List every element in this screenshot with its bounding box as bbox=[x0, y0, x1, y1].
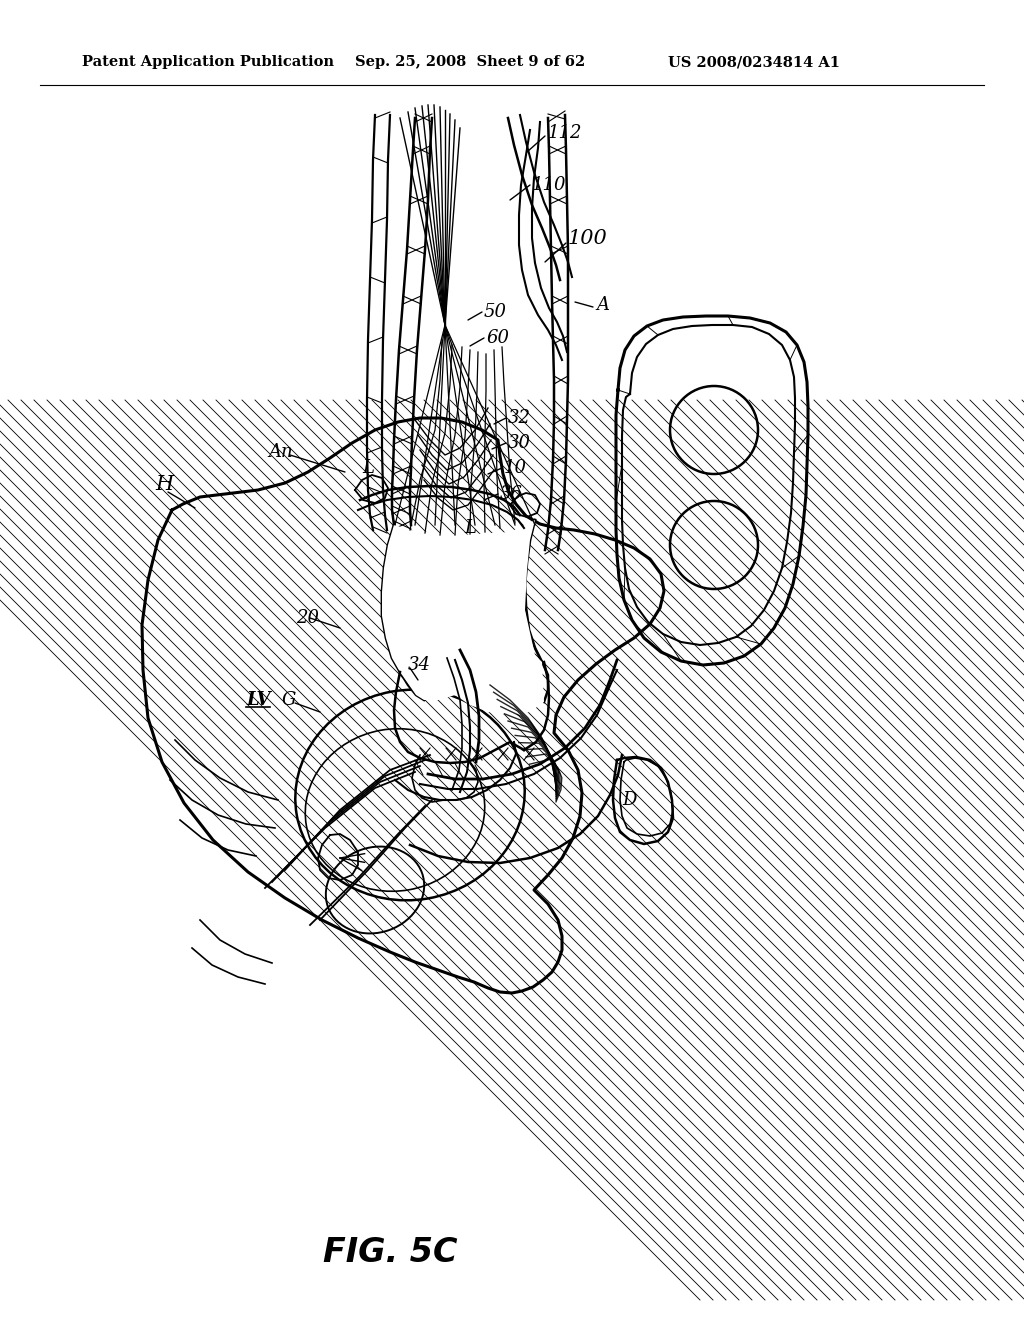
Text: US 2008/0234814 A1: US 2008/0234814 A1 bbox=[668, 55, 840, 69]
Text: An: An bbox=[268, 444, 293, 461]
Text: LV: LV bbox=[246, 690, 270, 709]
Text: 36: 36 bbox=[500, 484, 523, 503]
Text: L: L bbox=[362, 459, 374, 477]
Polygon shape bbox=[382, 520, 544, 715]
Text: L: L bbox=[464, 519, 476, 537]
Text: Patent Application Publication: Patent Application Publication bbox=[82, 55, 334, 69]
Text: H: H bbox=[155, 475, 173, 495]
Text: 60: 60 bbox=[486, 329, 509, 347]
Text: Sep. 25, 2008  Sheet 9 of 62: Sep. 25, 2008 Sheet 9 of 62 bbox=[355, 55, 586, 69]
Text: 10: 10 bbox=[504, 459, 527, 477]
Text: A: A bbox=[596, 296, 609, 314]
Text: G: G bbox=[282, 690, 296, 709]
Text: 50: 50 bbox=[484, 304, 507, 321]
Text: 30: 30 bbox=[508, 434, 531, 451]
Text: D: D bbox=[622, 791, 636, 809]
Text: 32: 32 bbox=[508, 409, 531, 426]
Text: 20: 20 bbox=[296, 609, 319, 627]
Text: FIG. 5C: FIG. 5C bbox=[323, 1236, 458, 1269]
Text: 110: 110 bbox=[532, 176, 566, 194]
Text: 100: 100 bbox=[568, 228, 608, 248]
Text: 112: 112 bbox=[548, 124, 583, 143]
Text: 34: 34 bbox=[408, 656, 431, 675]
